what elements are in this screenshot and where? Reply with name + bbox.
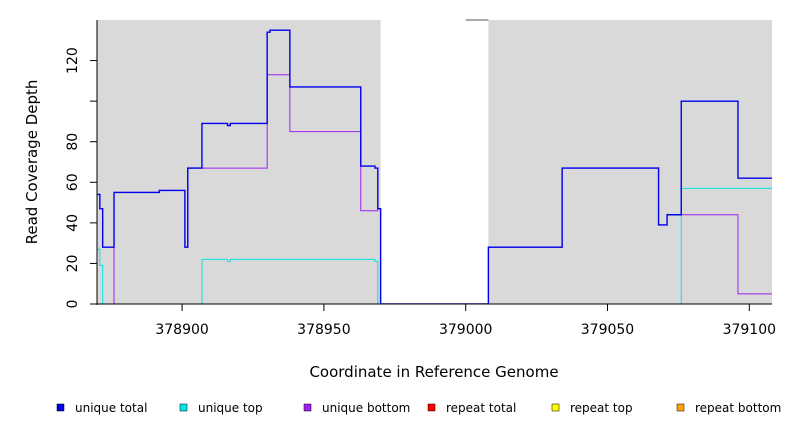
y-tick-label: 60 <box>65 173 81 191</box>
x-tick-label: 379050 <box>581 322 634 338</box>
legend-swatch-unique-top <box>179 403 188 412</box>
legend-label-repeat-bottom: repeat bottom <box>695 401 781 415</box>
legend-label-repeat-top: repeat top <box>570 401 633 415</box>
legend-swatch-unique-total <box>56 403 65 412</box>
x-tick-label: 379000 <box>439 322 492 338</box>
legend-label-unique-top: unique top <box>198 401 263 415</box>
legend-label-repeat-total: repeat total <box>446 401 516 415</box>
shaded-region-1 <box>488 20 772 304</box>
plot-background <box>97 19 772 304</box>
x-tick-label: 378950 <box>297 322 350 338</box>
legend-swatch-repeat-bottom <box>676 403 685 412</box>
shaded-region-0 <box>97 20 381 304</box>
y-tick-label: 20 <box>65 255 81 273</box>
y-tick-label: 0 <box>65 300 81 309</box>
y-tick-label: 40 <box>65 214 81 232</box>
y-tick-label: 120 <box>65 47 81 74</box>
series-line-unique-top <box>97 187 772 304</box>
legend-swatch-unique-bottom <box>303 403 312 412</box>
series-layer <box>97 29 772 304</box>
legend: unique total unique top unique bottom repea… <box>56 401 781 415</box>
x-tick-label: 378900 <box>155 322 208 338</box>
y-tick-label: 80 <box>65 133 81 151</box>
legend-swatch-repeat-total <box>427 403 436 412</box>
x-axis-title: Coordinate in Reference Genome <box>309 363 558 381</box>
y-axis-title: Read Coverage Depth <box>23 80 41 245</box>
axes: 378900 378950 379000 379050 379100 0 20 40 60 80 1… <box>65 20 776 338</box>
series-line-unique-total <box>97 29 772 304</box>
x-tick-label: 379100 <box>723 322 776 338</box>
legend-swatch-repeat-top <box>551 403 560 412</box>
legend-label-unique-total: unique total <box>75 401 147 415</box>
legend-label-unique-bottom: unique bottom <box>322 401 410 415</box>
